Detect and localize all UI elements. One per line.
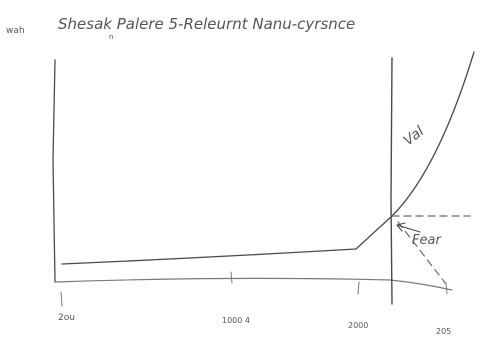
title-subscript-mark: n xyxy=(109,33,113,41)
sketch-title: Shesak Palere 5-Releurnt Nanu-cyrsnce xyxy=(58,15,355,33)
x-tick-2 xyxy=(230,271,233,284)
x-tick-1 xyxy=(60,291,63,307)
x-axis xyxy=(54,277,453,291)
x-tick-4 xyxy=(445,282,448,295)
vertical-reference-line xyxy=(390,57,393,305)
x-tick-label-4: 205 xyxy=(436,327,451,336)
x-tick-label-1: 2ou xyxy=(58,313,75,323)
title-prefix: wah xyxy=(6,26,25,36)
dashed-label: Fear xyxy=(412,233,442,248)
main-curve xyxy=(61,51,475,265)
y-axis xyxy=(52,59,56,283)
dashed-descending-line xyxy=(397,221,447,285)
x-tick-3 xyxy=(357,281,360,295)
x-tick-label-3: 2000 xyxy=(348,321,368,330)
curve-label: Val xyxy=(401,123,428,149)
arrow-icon xyxy=(396,222,421,233)
x-tick-label-2: 1000 4 xyxy=(222,316,250,325)
